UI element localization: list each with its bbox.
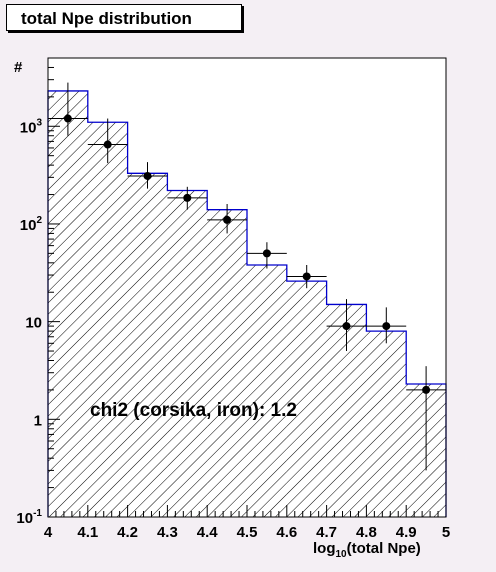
y-tick-label: 102 — [20, 215, 43, 234]
x-axis-label-rest: (total Npe) — [347, 540, 421, 557]
y-tick-base: 10 — [20, 217, 37, 234]
x-tick-label: 4.3 — [157, 524, 178, 541]
histogram-layer — [47, 90, 447, 518]
histogram-bar — [167, 190, 208, 517]
histogram-bar — [48, 90, 88, 518]
data-point — [422, 385, 431, 394]
x-axis-label: log10(total Npe) — [313, 540, 421, 560]
y-tick-base: 10 — [16, 510, 33, 527]
data-point — [302, 272, 311, 281]
data-point — [223, 215, 232, 224]
data-point — [103, 140, 112, 149]
histogram-bar — [247, 265, 287, 517]
y-tick-exponent: 2 — [36, 215, 42, 226]
y-tick-label: 10-1 — [16, 508, 42, 527]
y-tick-label: 1 — [34, 412, 42, 429]
x-tick-label: 4.7 — [316, 524, 337, 541]
x-tick-label: 4.8 — [356, 524, 377, 541]
x-tick-label: 4.2 — [117, 524, 138, 541]
x-tick-label: 5 — [442, 524, 450, 541]
x-tick-label: 4 — [44, 524, 53, 541]
x-tick-label: 4.6 — [276, 524, 297, 541]
data-point — [342, 322, 351, 331]
y-tick-label: 10 — [25, 315, 42, 332]
y-tick-exponent: 3 — [36, 117, 42, 128]
data-points-layer — [48, 82, 446, 471]
x-tick-label: 4.5 — [237, 524, 258, 541]
histogram-bar — [127, 173, 168, 517]
chart-title-box: total Npe distribution — [6, 4, 242, 31]
histogram-bar — [286, 281, 327, 517]
y-axis-label: # — [14, 59, 23, 76]
x-tick-label: 4.9 — [396, 524, 417, 541]
chi2-annotation: chi2 (corsika, iron): 1.2 — [90, 400, 297, 421]
data-point — [262, 249, 271, 258]
y-tick-exponent: -1 — [33, 508, 42, 519]
histogram-bar — [366, 331, 407, 517]
data-point — [382, 322, 391, 331]
y-tick-base: 10 — [20, 119, 37, 136]
x-tick-label: 4.4 — [197, 524, 219, 541]
histogram-bar — [207, 209, 247, 518]
data-point — [143, 171, 152, 180]
histogram-bar — [87, 122, 128, 518]
y-tick-base: 10 — [25, 315, 42, 332]
data-point — [183, 193, 192, 202]
y-tick-label: 103 — [20, 117, 43, 136]
axes-layer: 4 4.1 4.2 4.3 4.4 4.5 4.6 4.7 4.8 4.9 510-11101021… — [16, 57, 450, 541]
chart-title: total Npe distribution — [21, 9, 192, 28]
x-axis-label-main: log — [313, 540, 336, 557]
x-tick-label: 4.1 — [77, 524, 98, 541]
x-axis-label-sub: 10 — [336, 549, 348, 560]
y-tick-base: 1 — [34, 412, 42, 429]
data-point — [63, 114, 72, 123]
